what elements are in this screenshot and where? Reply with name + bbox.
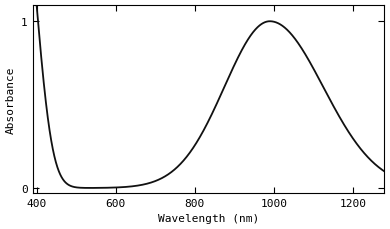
Y-axis label: Absorbance: Absorbance <box>5 66 16 133</box>
X-axis label: Wavelength (nm): Wavelength (nm) <box>158 213 259 224</box>
